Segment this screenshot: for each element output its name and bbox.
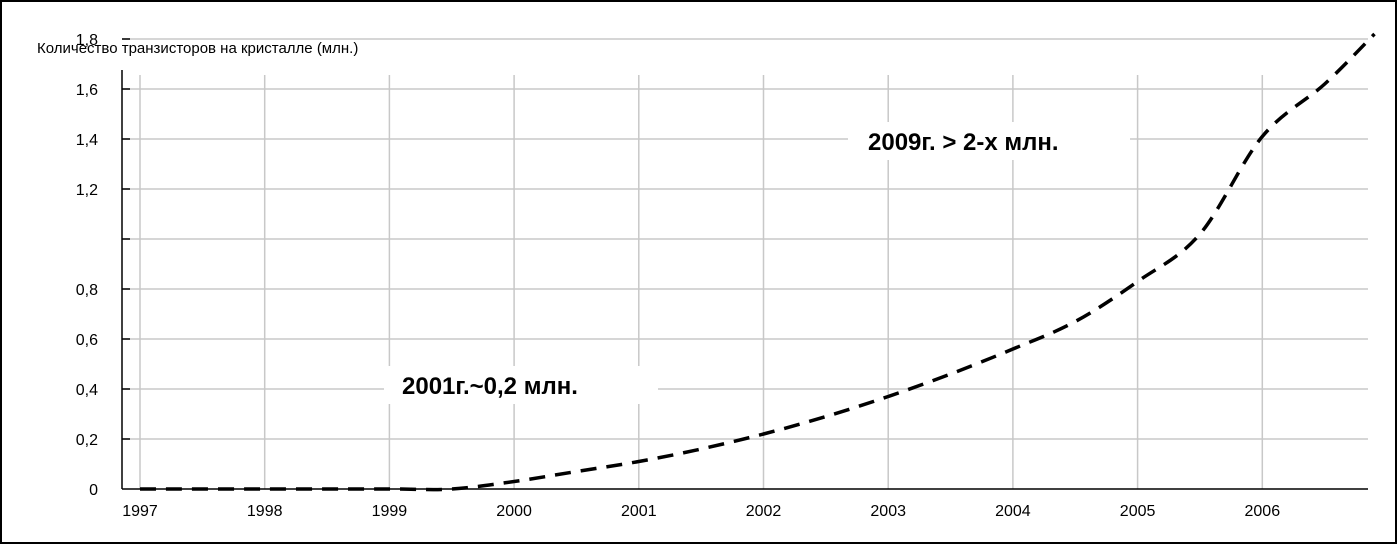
x-ticks: 1997 1998 1999 2000 2001 2002 2003 2004 2005 2006 (122, 503, 1280, 520)
annotation-2-halo (384, 366, 658, 404)
grid (122, 38, 1368, 489)
axes (121, 38, 1368, 490)
chart-title: Количество транзисторов на кристалле (мл… (37, 40, 358, 57)
y-tick-label: 1,8 (76, 32, 98, 49)
series-line-0 (140, 32, 1376, 492)
x-tick-label: 2004 (995, 503, 1031, 520)
y-tick-label: 0,2 (76, 432, 98, 449)
y-tick-label: 1,6 (76, 82, 98, 99)
x-tick-label: 1999 (372, 503, 408, 520)
x-tick-label: 1997 (122, 503, 158, 520)
y-tick-label: 1,2 (76, 182, 98, 199)
x-tick-label: 2005 (1120, 503, 1156, 520)
x-tick-label: 2006 (1245, 503, 1281, 520)
annotation-1: 2009г. > 2-х млн. (868, 129, 1059, 156)
y-tick-label: 1,4 (76, 132, 98, 149)
y-tick-label: 0,4 (76, 382, 98, 399)
annotation-2: 2001г.~0,2 млн. (402, 373, 578, 400)
x-tick-label: 2002 (746, 503, 782, 520)
x-tick-label: 2001 (621, 503, 657, 520)
annotation-1-halo (848, 122, 1130, 160)
y-tick-label: 0,8 (76, 282, 98, 299)
x-tick-label: 2003 (870, 503, 906, 520)
y-tick-label: 0,6 (76, 332, 98, 349)
y-tick-label: 0 (89, 482, 98, 499)
y-ticks: 0 0,2 0,4 0,6 0,8 1,2 1,4 1,6 1,8 (76, 32, 98, 499)
series-group (140, 32, 1376, 492)
x-tick-label: 2000 (496, 503, 532, 520)
annotations: 2009г. > 2-х млн. 2001г.~0,2 млн. (384, 122, 1130, 404)
x-tick-label: 1998 (247, 503, 283, 520)
